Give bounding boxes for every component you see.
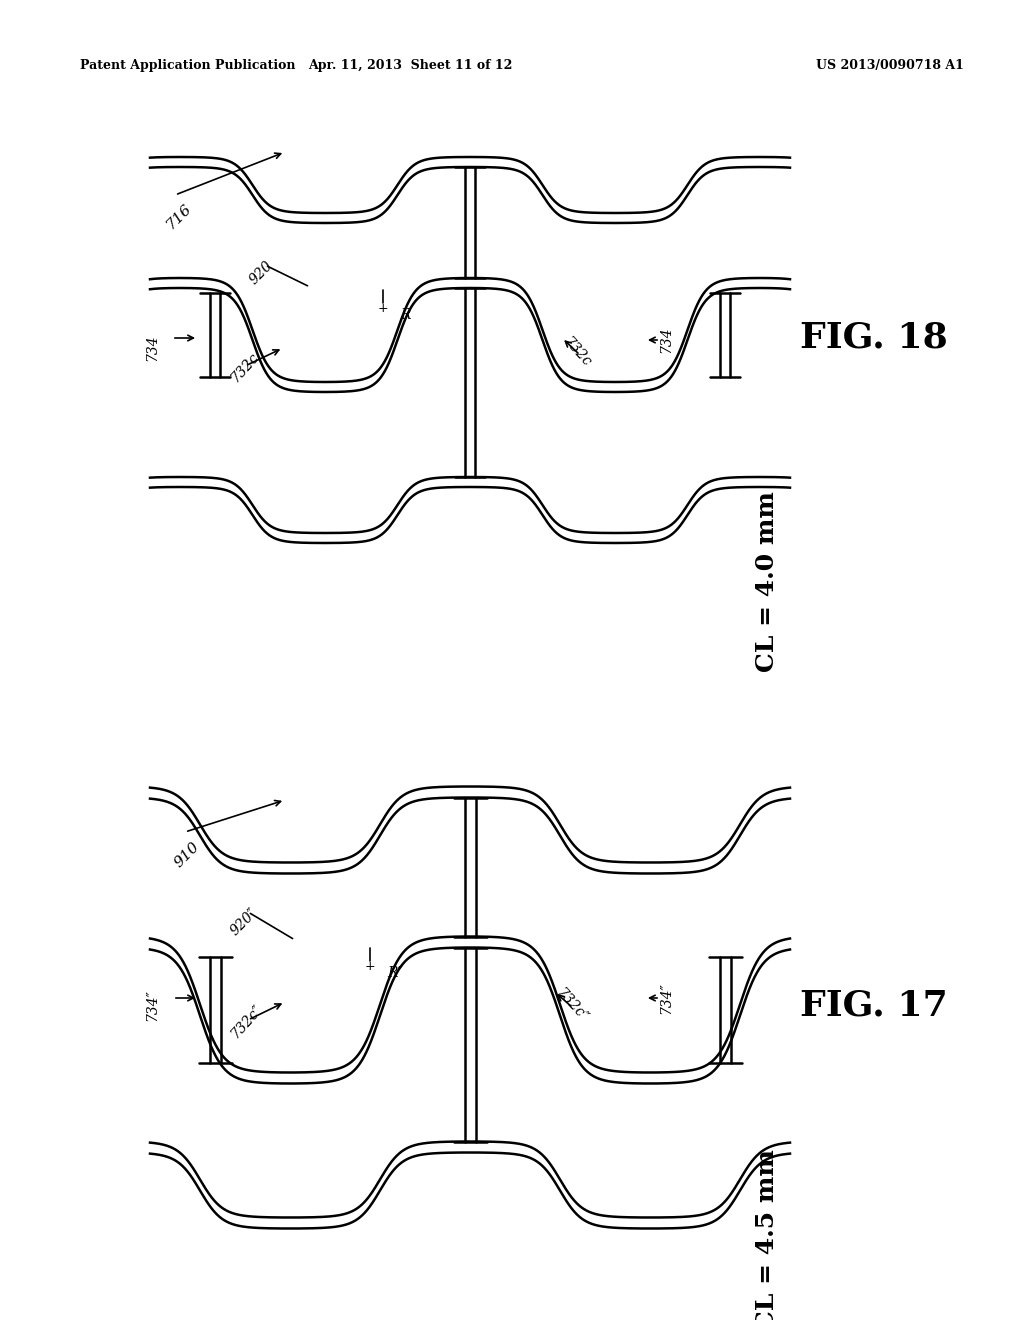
Text: R″: R″: [387, 966, 402, 979]
Text: 716: 716: [163, 202, 194, 232]
Text: +: +: [365, 960, 376, 973]
Text: 732c: 732c: [228, 351, 261, 385]
Text: US 2013/0090718 A1: US 2013/0090718 A1: [816, 58, 964, 71]
Text: 734″: 734″: [145, 989, 159, 1020]
Text: CL = 4.5 mm: CL = 4.5 mm: [755, 1150, 779, 1320]
Text: 734″: 734″: [659, 982, 673, 1014]
Text: FIG. 17: FIG. 17: [800, 987, 948, 1022]
Text: R: R: [400, 308, 411, 322]
Text: Patent Application Publication: Patent Application Publication: [80, 58, 296, 71]
Text: 910: 910: [172, 840, 203, 871]
Text: 732c: 732c: [560, 334, 593, 370]
Text: 732c″: 732c″: [553, 986, 590, 1024]
Text: Apr. 11, 2013  Sheet 11 of 12: Apr. 11, 2013 Sheet 11 of 12: [308, 58, 512, 71]
Text: 734: 734: [145, 335, 159, 362]
Text: FIG. 18: FIG. 18: [800, 321, 948, 355]
Text: CL = 4.0 mm: CL = 4.0 mm: [755, 491, 779, 672]
Text: +: +: [378, 301, 388, 314]
Text: 732c″: 732c″: [228, 1003, 265, 1041]
Text: 920″: 920″: [228, 906, 260, 939]
Text: 734: 734: [659, 326, 673, 354]
Text: 920: 920: [247, 257, 275, 286]
